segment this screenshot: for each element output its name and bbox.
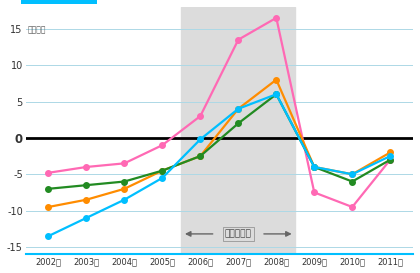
Text: ミニバブル: ミニバブル bbox=[225, 229, 252, 238]
Bar bbox=[181, 7, 295, 254]
Text: 単位：％: 単位：％ bbox=[27, 25, 46, 34]
